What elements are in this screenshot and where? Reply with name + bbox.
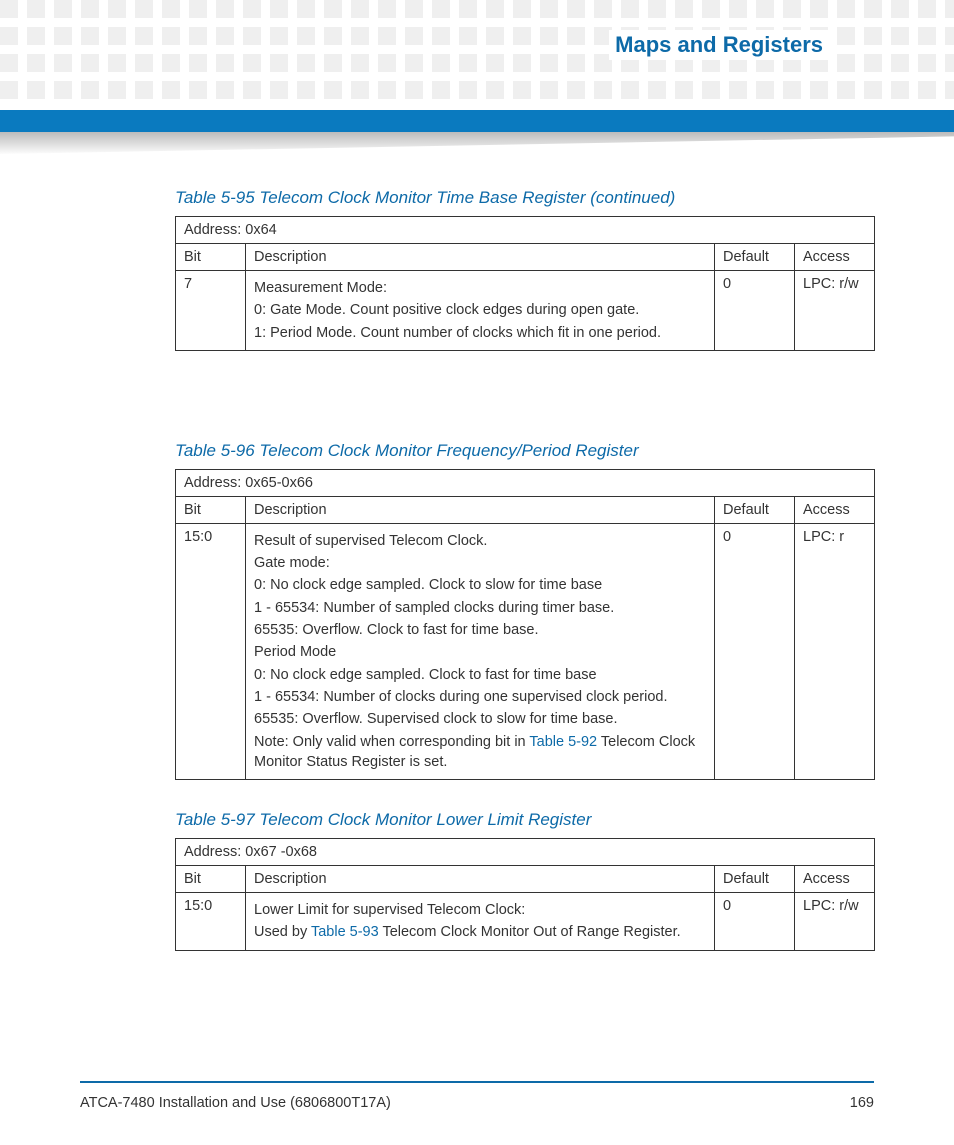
col-header-default: Default: [715, 244, 795, 271]
table-row: 15:0 Result of supervised Telecom Clock.…: [176, 523, 875, 779]
desc-line: 0: Gate Mode. Count positive clock edges…: [254, 300, 706, 320]
table-597: Address: 0x67 -0x68 Bit Description Defa…: [175, 838, 875, 951]
col-header-access: Access: [795, 496, 875, 523]
desc-line: Period Mode: [254, 642, 706, 662]
desc-line: 1 - 65534: Number of sampled clocks duri…: [254, 598, 706, 618]
col-header-access: Access: [795, 866, 875, 893]
col-header-bit: Bit: [176, 866, 246, 893]
table-row: 7 Measurement Mode: 0: Gate Mode. Count …: [176, 271, 875, 351]
table-link[interactable]: Table 5-92: [529, 734, 597, 750]
desc-line: Measurement Mode:: [254, 278, 706, 298]
line2-suffix: Telecom Clock Monitor Out of Range Regis…: [379, 924, 681, 940]
header-bar: [0, 110, 954, 132]
cell-access: LPC: r/w: [795, 271, 875, 351]
desc-line: Note: Only valid when corresponding bit …: [254, 732, 706, 773]
cell-default: 0: [715, 523, 795, 779]
col-header-bit: Bit: [176, 244, 246, 271]
table-597-caption: Table 5-97 Telecom Clock Monitor Lower L…: [175, 810, 875, 830]
table-597-address: Address: 0x67 -0x68: [176, 839, 875, 866]
table-596-caption: Table 5-96 Telecom Clock Monitor Frequen…: [175, 441, 875, 461]
table-595-caption: Table 5-95 Telecom Clock Monitor Time Ba…: [175, 188, 875, 208]
desc-line: 0: No clock edge sampled. Clock to fast …: [254, 665, 706, 685]
footer-page-number: 169: [850, 1095, 874, 1111]
chapter-title: Maps and Registers: [609, 30, 829, 60]
col-header-desc: Description: [246, 244, 715, 271]
desc-line: 1: Period Mode. Count number of clocks w…: [254, 323, 706, 343]
desc-line: Used by Table 5-93 Telecom Clock Monitor…: [254, 922, 706, 942]
cell-description: Result of supervised Telecom Clock. Gate…: [246, 523, 715, 779]
cell-access: LPC: r/w: [795, 893, 875, 951]
col-header-access: Access: [795, 244, 875, 271]
cell-description: Lower Limit for supervised Telecom Clock…: [246, 893, 715, 951]
footer-rule: [80, 1081, 874, 1083]
table-595: Address: 0x64 Bit Description Default Ac…: [175, 216, 875, 351]
footer-doc-title: ATCA-7480 Installation and Use (6806800T…: [80, 1095, 391, 1111]
table-595-address: Address: 0x64: [176, 217, 875, 244]
desc-line: Lower Limit for supervised Telecom Clock…: [254, 900, 706, 920]
desc-line: Gate mode:: [254, 553, 706, 573]
table-link[interactable]: Table 5-93: [311, 924, 379, 940]
col-header-bit: Bit: [176, 496, 246, 523]
desc-line: 65535: Overflow. Supervised clock to slo…: [254, 709, 706, 729]
cell-bit: 15:0: [176, 523, 246, 779]
line2-prefix: Used by: [254, 924, 311, 940]
col-header-desc: Description: [246, 496, 715, 523]
page-content: Table 5-95 Telecom Clock Monitor Time Ba…: [175, 180, 875, 951]
table-596: Address: 0x65-0x66 Bit Description Defau…: [175, 469, 875, 780]
cell-access: LPC: r: [795, 523, 875, 779]
table-row: 15:0 Lower Limit for supervised Telecom …: [176, 893, 875, 951]
cell-description: Measurement Mode: 0: Gate Mode. Count po…: [246, 271, 715, 351]
desc-line: Result of supervised Telecom Clock.: [254, 531, 706, 551]
header-wedge: [0, 132, 954, 154]
note-prefix: Note: Only valid when corresponding bit …: [254, 734, 529, 750]
desc-line: 65535: Overflow. Clock to fast for time …: [254, 620, 706, 640]
desc-line: 1 - 65534: Number of clocks during one s…: [254, 687, 706, 707]
col-header-default: Default: [715, 866, 795, 893]
col-header-default: Default: [715, 496, 795, 523]
cell-bit: 15:0: [176, 893, 246, 951]
cell-default: 0: [715, 893, 795, 951]
cell-default: 0: [715, 271, 795, 351]
cell-bit: 7: [176, 271, 246, 351]
desc-line: 0: No clock edge sampled. Clock to slow …: [254, 575, 706, 595]
page-footer: ATCA-7480 Installation and Use (6806800T…: [80, 1095, 874, 1111]
col-header-desc: Description: [246, 866, 715, 893]
table-596-address: Address: 0x65-0x66: [176, 469, 875, 496]
